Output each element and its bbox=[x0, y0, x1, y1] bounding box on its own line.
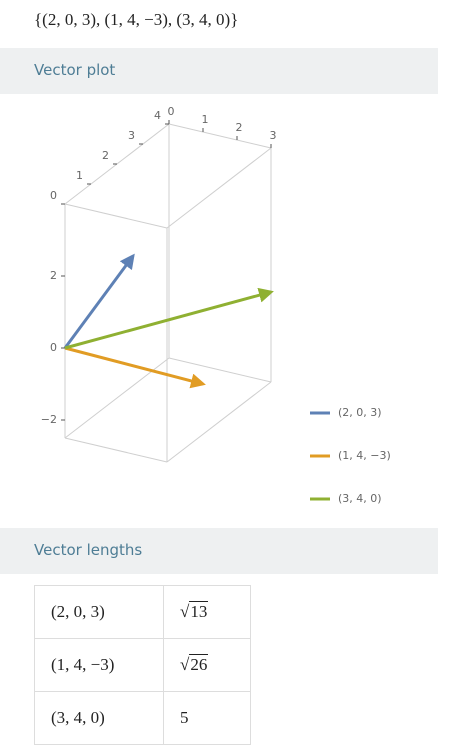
pod-title: Vector lengths bbox=[34, 541, 143, 559]
tick-label: 3 bbox=[270, 129, 277, 142]
input-expression: {(2, 0, 3), (1, 4, −3), (3, 4, 0)} bbox=[34, 10, 239, 29]
table-row: (1, 4, −3) √26 bbox=[34, 638, 251, 692]
vector-arrow bbox=[64, 346, 206, 389]
tick-label: 2 bbox=[50, 269, 57, 282]
vector-cell: (2, 0, 3) bbox=[34, 585, 164, 639]
radicand: 13 bbox=[189, 601, 209, 621]
legend-label: (2, 0, 3) bbox=[338, 406, 382, 419]
box-edge bbox=[168, 357, 272, 383]
tick-label: 0 bbox=[50, 341, 57, 354]
length-value: 5 bbox=[180, 708, 189, 727]
tick-label: 4 bbox=[154, 109, 161, 122]
tick-label: 3 bbox=[128, 129, 135, 142]
length-cell: √13 bbox=[163, 585, 251, 639]
length-cell: √26 bbox=[163, 638, 251, 692]
tick-label: −2 bbox=[41, 413, 57, 426]
box-edge bbox=[166, 147, 272, 229]
box-edge bbox=[168, 123, 272, 149]
tick-label: 1 bbox=[202, 113, 209, 126]
radicand: 26 bbox=[189, 654, 209, 674]
box-edge bbox=[166, 381, 272, 463]
tick-label: 1 bbox=[76, 169, 83, 182]
tick-label: 0 bbox=[168, 105, 175, 118]
vector-cell: (1, 4, −3) bbox=[34, 638, 164, 692]
lengths-table: (2, 0, 3) √13 (1, 4, −3) √26 (3, 4, 0) 5 bbox=[34, 585, 251, 745]
pod-header: Vector lengths bbox=[0, 528, 438, 574]
table-row: (3, 4, 0) 5 bbox=[34, 691, 251, 745]
vector-arrow bbox=[64, 287, 274, 350]
table-row: (2, 0, 3) √13 bbox=[34, 585, 251, 639]
pod-title: Vector plot bbox=[34, 61, 116, 79]
legend-label: (1, 4, −3) bbox=[338, 449, 391, 462]
radical-sign: √ bbox=[180, 655, 190, 674]
box-edge bbox=[64, 203, 168, 229]
box-edge bbox=[64, 437, 168, 463]
vector-arrow bbox=[63, 253, 135, 349]
length-cell: 5 bbox=[163, 691, 251, 745]
tick-label: 0 bbox=[50, 189, 57, 202]
radical-sign: √ bbox=[180, 602, 190, 621]
tick-label: 2 bbox=[102, 149, 109, 162]
legend-label: (3, 4, 0) bbox=[338, 492, 382, 505]
tick-label: 2 bbox=[236, 121, 243, 134]
vector-cell: (3, 4, 0) bbox=[34, 691, 164, 745]
pod-header: Vector plot bbox=[0, 48, 438, 94]
